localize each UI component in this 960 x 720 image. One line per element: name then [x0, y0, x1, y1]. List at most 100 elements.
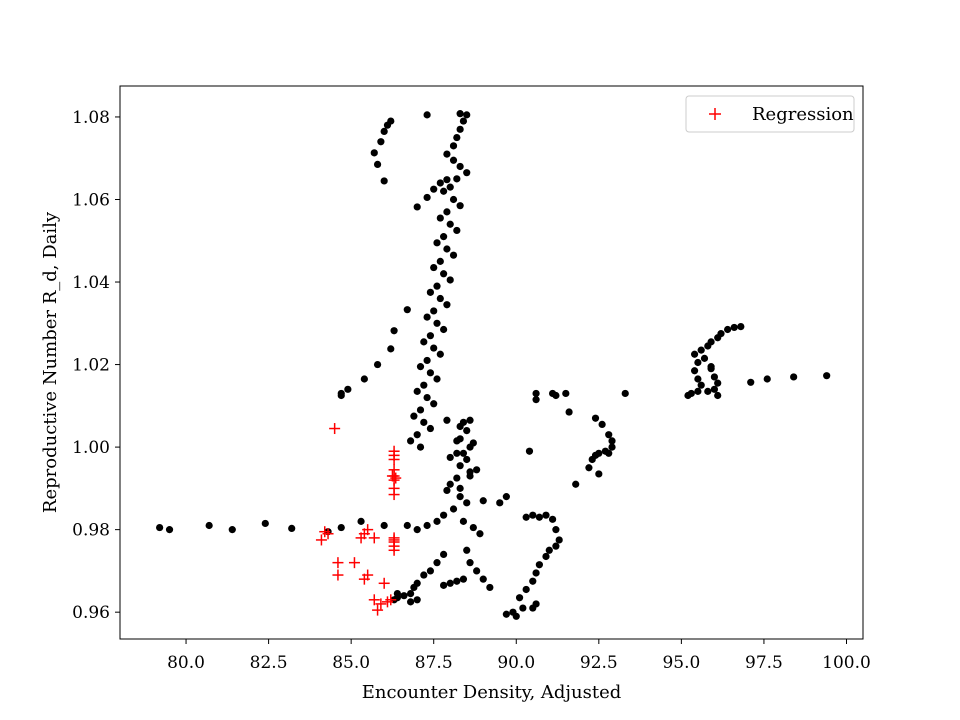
data-point: [433, 517, 441, 525]
data-point: [449, 195, 458, 204]
y-tick-label: 1.04: [72, 273, 110, 293]
data-point: [714, 379, 722, 387]
regression-point: [332, 569, 344, 581]
data-point: [707, 363, 715, 371]
x-tick-label: 95.0: [662, 653, 700, 673]
data-point: [380, 177, 388, 185]
data-point: [413, 526, 421, 534]
data-point: [440, 550, 448, 558]
data-point: [380, 127, 388, 135]
data-point: [443, 176, 451, 184]
data-point: [430, 344, 438, 352]
regression-point: [362, 524, 374, 536]
data-point: [456, 462, 464, 470]
data-point: [449, 505, 458, 513]
y-tick-label: 0.98: [72, 521, 110, 541]
data-point: [469, 523, 477, 532]
data-point: [598, 420, 606, 429]
data-point: [548, 515, 557, 523]
data-point: [466, 559, 474, 567]
data-point: [463, 455, 471, 464]
data-point: [443, 301, 451, 309]
data-point: [476, 530, 484, 538]
data-point: [423, 393, 431, 402]
data-point: [443, 245, 451, 253]
data-point: [446, 276, 454, 284]
data-point: [522, 585, 530, 594]
data-point: [724, 325, 732, 334]
data-point: [512, 612, 520, 620]
data-point: [433, 282, 441, 290]
data-point: [456, 125, 464, 133]
data-point: [443, 150, 451, 158]
data-point: [459, 575, 468, 583]
y-axis: 0.96 0.98 1.00 1.02 1.04 1.06 1.08: [72, 108, 120, 623]
data-point: [436, 214, 444, 222]
data-point: [443, 208, 451, 216]
data-point: [440, 511, 448, 519]
data-point: [585, 464, 593, 472]
data-point: [690, 367, 699, 375]
data-point: [710, 385, 719, 393]
data-point: [522, 513, 530, 521]
regression-point: [388, 544, 400, 556]
data-point: [433, 375, 441, 383]
data-point: [436, 179, 444, 187]
data-point: [165, 526, 174, 534]
data-point: [737, 322, 745, 331]
data-point: [446, 480, 454, 488]
data-point: [502, 493, 510, 501]
regression-point: [385, 594, 397, 606]
y-tick-label: 1.08: [72, 108, 110, 128]
data-point: [621, 389, 629, 398]
data-point: [694, 375, 702, 383]
data-point: [456, 484, 464, 492]
data-point: [416, 406, 425, 414]
data-point: [436, 294, 444, 303]
data-point: [403, 306, 411, 314]
regression-point: [329, 423, 341, 435]
data-point: [380, 521, 388, 530]
data-point: [423, 356, 431, 365]
data-point: [433, 559, 441, 567]
data-point: [535, 513, 543, 521]
data-point: [473, 466, 481, 474]
data-point: [704, 387, 712, 395]
data-point: [205, 521, 213, 530]
data-point: [823, 372, 831, 380]
data-point: [449, 142, 458, 150]
data-point: [532, 389, 540, 398]
data-point: [430, 185, 438, 193]
data-point: [456, 110, 464, 118]
data-point: [496, 499, 504, 507]
data-point: [466, 416, 474, 424]
data-point: [440, 270, 448, 278]
data-point: [717, 330, 725, 338]
data-point: [406, 437, 415, 445]
data-point: [529, 577, 537, 585]
regression-point: [348, 557, 360, 569]
data-point: [529, 511, 537, 519]
data-point: [595, 449, 603, 457]
regression-point: [388, 453, 400, 465]
data-point: [420, 381, 428, 389]
data-point: [440, 233, 448, 241]
data-point: [426, 332, 435, 340]
y-tick-label: 0.96: [72, 603, 110, 623]
x-tick-label: 90.0: [497, 653, 535, 673]
data-point: [463, 499, 471, 507]
data-point: [456, 162, 464, 171]
data-point: [459, 517, 468, 525]
legend-marker-regression: [709, 108, 721, 120]
data-point: [406, 590, 415, 598]
data-point: [433, 319, 441, 327]
data-point: [608, 437, 616, 445]
data-point: [532, 396, 540, 404]
data-point: [608, 443, 616, 451]
data-point: [446, 220, 454, 228]
data-point: [552, 391, 560, 400]
data-point: [700, 354, 709, 362]
data-point: [687, 389, 695, 398]
data-point: [595, 470, 603, 478]
data-point: [344, 385, 352, 393]
